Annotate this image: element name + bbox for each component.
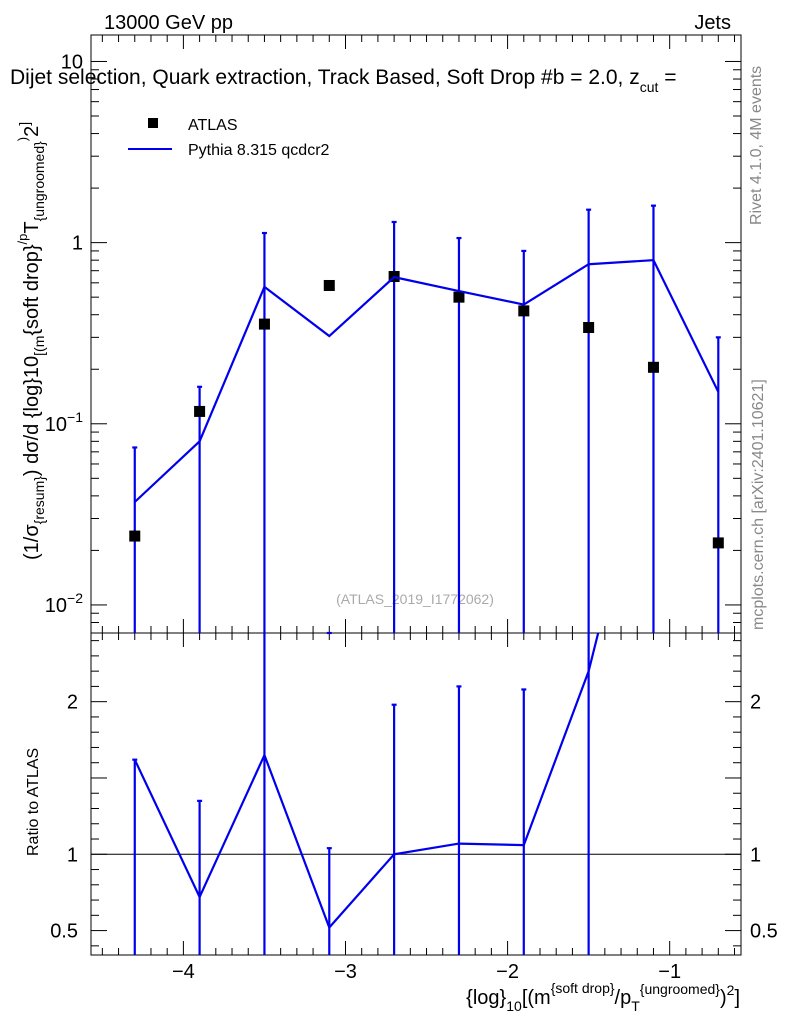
main-y-tick-label: 1 — [72, 233, 83, 255]
axis-label-part: {log} — [466, 987, 506, 1009]
mc-error-bars — [132, 204, 721, 635]
data-point — [712, 537, 724, 549]
axis-label-part: /p — [15, 234, 30, 245]
ratio-y-tick-label-right: 0.5 — [750, 921, 778, 943]
axis-label-part: [(m — [522, 987, 551, 1009]
main-y-tick-exponent: −1 — [67, 409, 83, 425]
data-point — [194, 405, 206, 417]
analysis-watermark: (ATLAS_2019_I1772062) — [336, 591, 494, 607]
legend: ATLAS Pythia 8.315 qcdcr2 — [128, 117, 330, 159]
axis-label-part: 10 — [506, 998, 522, 1014]
energy-label: 13000 GeV pp — [104, 12, 233, 34]
axis-label-part: T — [21, 221, 43, 233]
legend-data-marker — [148, 118, 158, 128]
main-y-tick-label: 10 — [61, 51, 83, 73]
mcplots-label: mcplots.cern.ch [arXiv:2401.10621] — [750, 379, 767, 630]
axis-label-part: ] — [734, 987, 740, 1009]
axis-label-part: {ungroomed} — [31, 141, 47, 222]
main-y-tick-label: 10−1 — [45, 409, 83, 436]
main-y-tick-label: 10−2 — [45, 590, 83, 617]
data-point — [258, 318, 270, 330]
axis-label-part: [(m — [31, 336, 47, 356]
main-y-tick-exponent: −2 — [67, 590, 83, 606]
data-point — [583, 322, 595, 334]
x-tick-label: −2 — [496, 961, 519, 983]
ratio-y-tick-label: 2 — [67, 692, 78, 714]
data-point — [323, 279, 335, 291]
ratio-y-tick-label-right: 2 — [750, 692, 761, 714]
axis-label-part: ) — [720, 987, 727, 1009]
x-tick-label: −3 — [334, 961, 357, 983]
axis-label-part: (1/σ — [21, 524, 43, 560]
axis-label-part: 2 — [21, 126, 43, 137]
data-point — [129, 530, 141, 542]
mc-line — [134, 259, 720, 503]
legend-data-label: ATLAS — [188, 117, 238, 134]
axis-label-part: 10 — [21, 356, 43, 378]
axis-label-part: T — [631, 998, 640, 1014]
data-point — [647, 361, 659, 373]
ratio-panel-frame — [90, 632, 742, 956]
x-axis-label: {log}10[(m{soft drop}/pT{ungroomed})2] — [466, 980, 740, 1014]
axis-label-part: /p — [615, 987, 632, 1009]
axis-label-part: ) dσ/d {log} — [21, 378, 43, 476]
plot-title-cut: cut — [640, 79, 659, 95]
plot-title-tail: = — [658, 66, 676, 89]
legend-mc-label: Pythia 8.315 qcdcr2 — [188, 142, 330, 159]
category-label: Jets — [694, 12, 731, 34]
x-tick-label: −4 — [172, 961, 195, 983]
ratio-y-tick-label: 1 — [67, 844, 78, 866]
atlas-data-points — [129, 271, 724, 549]
axis-label-part: {resum} — [31, 476, 47, 525]
ratio-y-tick-label-right: 1 — [750, 844, 761, 866]
axis-label-part: ] — [16, 122, 32, 126]
main-y-axis-label: (1/σ{resum}) dσ/d {log}10[(m{soft drop}/… — [15, 122, 47, 560]
plot-title-main: Dijet selection, Quark extraction, Track… — [10, 66, 640, 89]
ratio-error-bars — [132, 633, 590, 955]
data-point — [453, 291, 465, 303]
axis-label-part: {soft drop} — [21, 244, 43, 336]
axis-ticks — [91, 35, 741, 955]
axis-label-part: {ungroomed} — [640, 981, 721, 997]
data-point — [518, 305, 530, 317]
main-y-tick-base: 10 — [45, 414, 67, 436]
main-y-tick-base: 10 — [45, 595, 67, 617]
plot-title: Dijet selection, Quark extraction, Track… — [10, 66, 677, 95]
ratio-y-tick-label: 0.5 — [50, 921, 78, 943]
axis-label-part: {soft drop} — [551, 980, 615, 996]
x-tick-label: −1 — [658, 961, 681, 983]
main-y-tick-base: 10 — [61, 51, 83, 73]
rivet-label: Rivet 4.1.0, 4M events — [748, 66, 765, 225]
ratio-line — [133, 632, 600, 930]
ratio-axis-label: Ratio to ATLAS — [25, 748, 42, 856]
axis-label-part: ) — [15, 137, 30, 141]
axis-label-part: 2 — [727, 982, 735, 998]
main-y-tick-base: 1 — [72, 233, 83, 255]
